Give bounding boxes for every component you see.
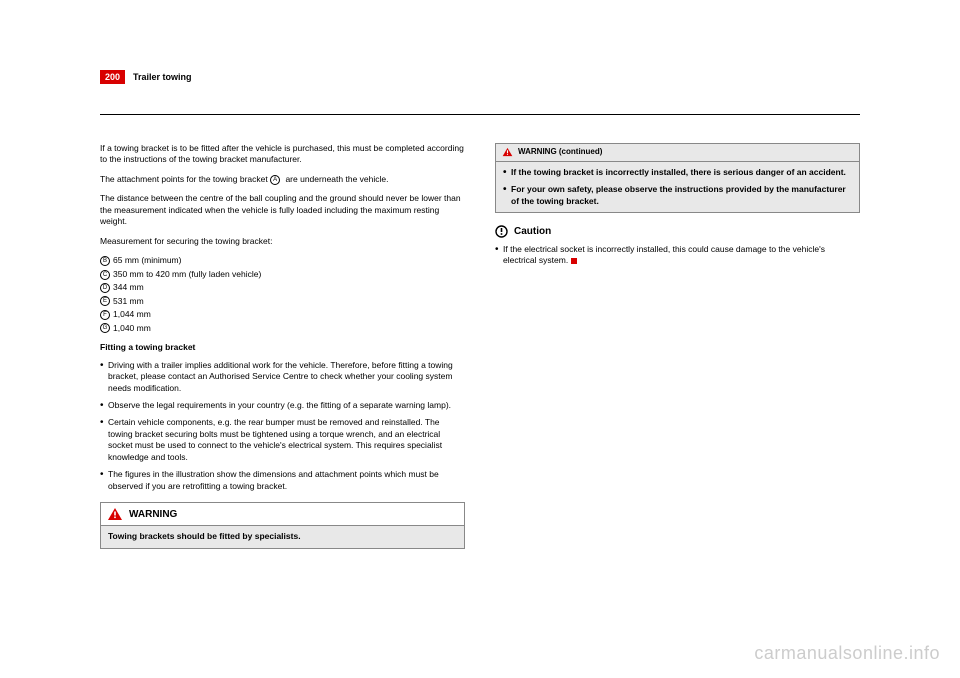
caution-circle-icon [495, 225, 508, 238]
paragraph: The attachment points for the towing bra… [100, 174, 465, 185]
measurement-value: 531 mm [113, 296, 144, 306]
measurement-row: E531 mm [100, 296, 465, 307]
paragraph: The distance between the centre of the b… [100, 193, 465, 227]
section-title: Trailer towing [133, 72, 192, 82]
bullet-icon: • [100, 360, 108, 394]
bullet-item: • Certain vehicle components, e.g. the r… [100, 417, 465, 463]
measurement-value: 1,044 mm [113, 309, 151, 319]
bullet-text: If the towing bracket is incorrectly ins… [511, 167, 852, 178]
bullet-icon: • [495, 244, 503, 267]
page-header: 200 Trailer towing [100, 70, 860, 84]
bullet-item: • Driving with a trailer implies additio… [100, 360, 465, 394]
ref-letter: E [100, 296, 110, 306]
bullet-icon: • [503, 167, 511, 178]
measurement-row: C350 mm to 420 mm (fully laden vehicle) [100, 269, 465, 280]
measurement-row: B65 mm (minimum) [100, 255, 465, 266]
warning-continued-header: WARNING (continued) [496, 144, 859, 162]
bullet-icon: • [100, 469, 108, 492]
bullet-item: • If the towing bracket is incorrectly i… [503, 167, 852, 178]
measurement-row: D344 mm [100, 282, 465, 293]
page-number: 200 [100, 70, 125, 84]
warning-continued-box: WARNING (continued) • If the towing brac… [495, 143, 860, 213]
measurement-value: 344 mm [113, 282, 144, 292]
watermark: carmanualsonline.info [754, 643, 940, 664]
bullet-icon: • [503, 184, 511, 207]
ref-letter: G [100, 323, 110, 333]
warning-header: WARNING [101, 503, 464, 526]
measurement-value: 1,040 mm [113, 323, 151, 333]
left-column: If a towing bracket is to be fitted afte… [100, 143, 465, 549]
measurement-value: 65 mm (minimum) [113, 255, 181, 265]
measurement-row: F1,044 mm [100, 309, 465, 320]
bullet-text: Driving with a trailer implies additiona… [108, 360, 465, 394]
end-mark-icon [571, 258, 577, 264]
warning-triangle-icon [502, 147, 513, 157]
warning-box: WARNING Towing brackets should be fitted… [100, 502, 465, 548]
ref-letter: F [100, 310, 110, 320]
text: The attachment points for the towing bra… [100, 174, 270, 184]
bullet-text: Observe the legal requirements in your c… [108, 400, 465, 411]
ref-letter: B [100, 256, 110, 266]
bullet-text: Certain vehicle components, e.g. the rea… [108, 417, 465, 463]
subheading: Fitting a towing bracket [100, 342, 465, 353]
bullet-item: • The figures in the illustration show t… [100, 469, 465, 492]
caution-body: If the electrical socket is incorrectly … [503, 244, 825, 265]
measurement-value: 350 mm to 420 mm (fully laden vehicle) [113, 269, 261, 279]
text: are underneath the vehicle. [283, 174, 388, 184]
ref-letter: D [100, 283, 110, 293]
bullet-text: The figures in the illustration show the… [108, 469, 465, 492]
paragraph: If a towing bracket is to be fitted afte… [100, 143, 465, 166]
bullet-item: • For your own safety, please observe th… [503, 184, 852, 207]
bullet-item: • If the electrical socket is incorrectl… [495, 244, 860, 267]
warning-continued-body: • If the towing bracket is incorrectly i… [496, 162, 859, 212]
bullet-text: If the electrical socket is incorrectly … [503, 244, 860, 267]
caution-title: Caution [514, 225, 551, 239]
warning-continued-title: WARNING (continued) [518, 147, 602, 158]
ref-letter: A [270, 175, 280, 185]
paragraph: Measurement for securing the towing brac… [100, 236, 465, 247]
bullet-icon: • [100, 400, 108, 411]
bullet-item: • Observe the legal requirements in your… [100, 400, 465, 411]
measurement-row: G1,040 mm [100, 323, 465, 334]
warning-triangle-icon [107, 507, 123, 521]
bullet-text: For your own safety, please observe the … [511, 184, 852, 207]
right-column: WARNING (continued) • If the towing brac… [495, 143, 860, 549]
warning-title: WARNING [129, 508, 177, 522]
measurements-list: B65 mm (minimum) C350 mm to 420 mm (full… [100, 255, 465, 334]
bullet-icon: • [100, 417, 108, 463]
header-rule [100, 114, 860, 115]
warning-body: Towing brackets should be fitted by spec… [101, 526, 464, 547]
caution-header: Caution [495, 225, 860, 239]
ref-letter: C [100, 270, 110, 280]
